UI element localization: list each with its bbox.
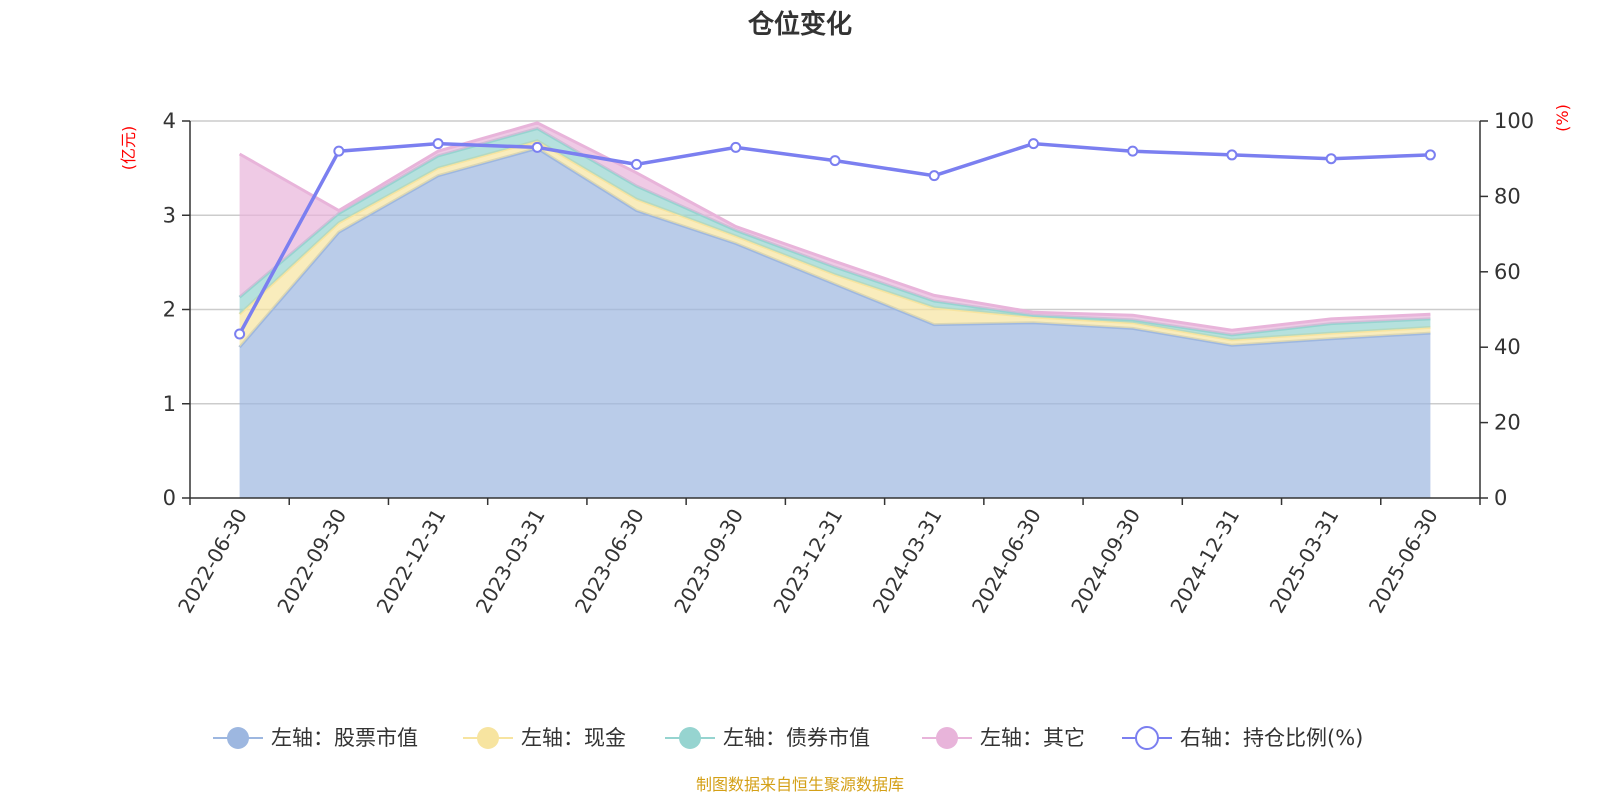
- legend-label: 左轴：股票市值: [271, 726, 418, 750]
- ratio-point: [1424, 149, 1436, 161]
- right-tick-label: 0: [1494, 486, 1507, 510]
- legend-circle-icon: [679, 727, 701, 749]
- legend-item[interactable]: 左轴：现金: [463, 726, 626, 750]
- area-左轴：股票市值: [239, 148, 1431, 499]
- legend-circle-icon: [936, 727, 958, 749]
- area-edge-左轴：其它: [238, 121, 1431, 332]
- legend-label: 左轴：债券市值: [723, 726, 870, 750]
- ratio-point: [432, 138, 444, 150]
- x-tick-label: 2025-06-30: [1364, 505, 1443, 618]
- ratio-point: [829, 155, 841, 167]
- legend-item[interactable]: 左轴：债券市值: [665, 726, 870, 750]
- x-tick-label: 2024-06-30: [967, 505, 1046, 618]
- ratio-line-layer: [234, 138, 1436, 340]
- ratio-point: [1226, 149, 1238, 161]
- x-tick-label: 2022-09-30: [272, 505, 351, 618]
- left-axis-name: (亿元): [119, 126, 138, 171]
- ratio-point: [333, 145, 345, 157]
- left-tick-label: 1: [163, 392, 176, 416]
- legend-label: 左轴：现金: [521, 726, 626, 750]
- x-tick-label: 2025-03-31: [1265, 505, 1344, 618]
- x-tick-label: 2023-06-30: [570, 505, 649, 618]
- legend[interactable]: 左轴：股票市值 左轴：现金 左轴：债券市值 左轴：其它 右轴：持仓比例(%): [213, 726, 1363, 750]
- x-tick-label: 2022-06-30: [173, 505, 252, 618]
- right-tick-label: 80: [1494, 184, 1521, 208]
- ratio-point: [1127, 145, 1139, 157]
- x-tick-label: 2022-12-31: [372, 505, 451, 618]
- right-tick-label: 100: [1494, 109, 1534, 133]
- legend-item[interactable]: 左轴：股票市值: [213, 726, 418, 750]
- ratio-point: [1325, 153, 1337, 165]
- x-tick-label: 2023-03-31: [471, 505, 550, 618]
- ratio-point: [730, 141, 742, 153]
- stacked-areas: [238, 121, 1431, 499]
- x-tick-label: 2023-12-31: [768, 505, 847, 618]
- legend-circle-icon: [477, 727, 499, 749]
- left-tick-label: 2: [163, 298, 176, 322]
- legend-item[interactable]: 右轴：持仓比例(%): [1122, 726, 1363, 750]
- ratio-point: [631, 158, 643, 170]
- chart-title: 仓位变化: [747, 9, 852, 40]
- left-tick-label: 3: [163, 203, 176, 227]
- source-note: 制图数据来自恒生聚源数据库: [696, 775, 904, 794]
- right-tick-label: 60: [1494, 260, 1521, 284]
- ratio-point: [928, 170, 940, 182]
- x-tick-label: 2024-09-30: [1066, 505, 1145, 618]
- right-tick-label: 40: [1494, 335, 1521, 359]
- legend-label: 左轴：其它: [980, 726, 1085, 750]
- ratio-point: [531, 141, 543, 153]
- x-tick-label: 2024-03-31: [868, 505, 947, 618]
- legend-label: 右轴：持仓比例(%): [1180, 726, 1363, 750]
- left-tick-label: 0: [163, 486, 176, 510]
- legend-circle-icon: [1135, 726, 1159, 750]
- legend-item[interactable]: 左轴：其它: [922, 726, 1085, 750]
- legend-circle-icon: [227, 727, 249, 749]
- ratio-point: [234, 328, 246, 340]
- right-tick-label: 20: [1494, 411, 1521, 435]
- right-axis-name: (%): [1553, 104, 1572, 132]
- x-tick-label: 2023-09-30: [669, 505, 748, 618]
- ratio-point: [1027, 138, 1039, 150]
- x-tick-label: 2024-12-31: [1165, 505, 1244, 618]
- left-tick-label: 4: [163, 109, 176, 133]
